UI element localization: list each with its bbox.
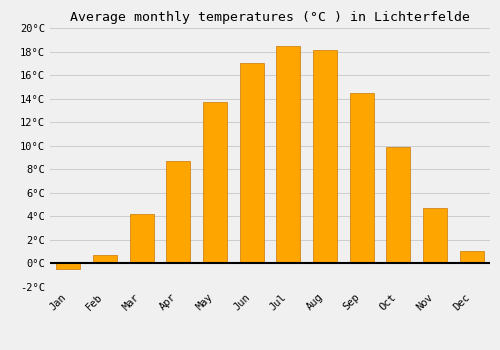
- Bar: [56, 264, 80, 270]
- Bar: [130, 214, 154, 264]
- Bar: [350, 93, 374, 264]
- Bar: [166, 161, 190, 264]
- Bar: [423, 208, 447, 264]
- Title: Average monthly temperatures (°C ) in Lichterfelde: Average monthly temperatures (°C ) in Li…: [70, 11, 470, 24]
- Bar: [203, 102, 227, 264]
- Bar: [460, 251, 483, 264]
- Bar: [93, 255, 117, 264]
- Bar: [240, 63, 264, 264]
- Bar: [276, 46, 300, 264]
- Bar: [313, 50, 337, 264]
- Bar: [386, 147, 410, 264]
